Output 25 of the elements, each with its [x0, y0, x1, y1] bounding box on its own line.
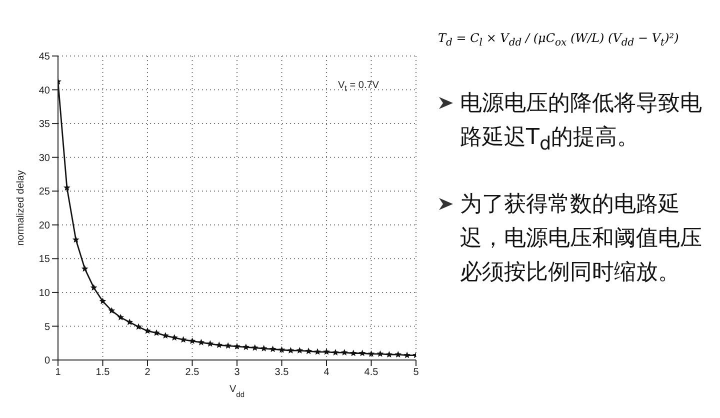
y-axis-title: normalized delay — [16, 170, 27, 246]
x-tick-label: 4 — [324, 367, 330, 378]
x-tick-label: 5 — [413, 367, 420, 378]
y-tick-label: 40 — [38, 85, 50, 96]
text: 电源电压的降低将导致电路延迟T$_{d}$的提高。 — [460, 90, 703, 157]
x-tick-label: 2 — [144, 367, 151, 378]
text: 为了获得常数的电路延迟，电源电压和阈值电压必须按比例同时缩放。 — [460, 190, 703, 287]
annotation: V$_{t}$ = 0.7V — [338, 80, 379, 93]
text: T$_{d}$ = C$_{l}$ × V$_{dd}$ / (μC$_{ox}$ (W/L) (V$_{dd}$ − V$_{t}$)²) — [438, 31, 679, 48]
y-tick-label: 5 — [44, 322, 50, 333]
y-tick-label: 10 — [38, 288, 50, 299]
x-tick-label: 4.5 — [364, 367, 379, 378]
y-tick-label: 20 — [38, 220, 50, 232]
x-tick-label: 3 — [234, 367, 240, 378]
x-tick-label: 1.5 — [96, 367, 110, 378]
x-tick-label: 2.5 — [185, 367, 200, 378]
x-axis-title: V$_{dd}$ — [229, 384, 245, 398]
y-tick-label: 15 — [38, 254, 50, 266]
y-tick-label: 35 — [38, 119, 50, 130]
x-tick-label: 1 — [55, 367, 62, 378]
y-tick-label: 30 — [38, 152, 50, 164]
y-tick-label: 45 — [38, 52, 50, 63]
x-tick-label: 3.5 — [274, 367, 290, 378]
y-tick-label: 0 — [44, 356, 50, 367]
y-tick-label: 25 — [38, 186, 50, 198]
